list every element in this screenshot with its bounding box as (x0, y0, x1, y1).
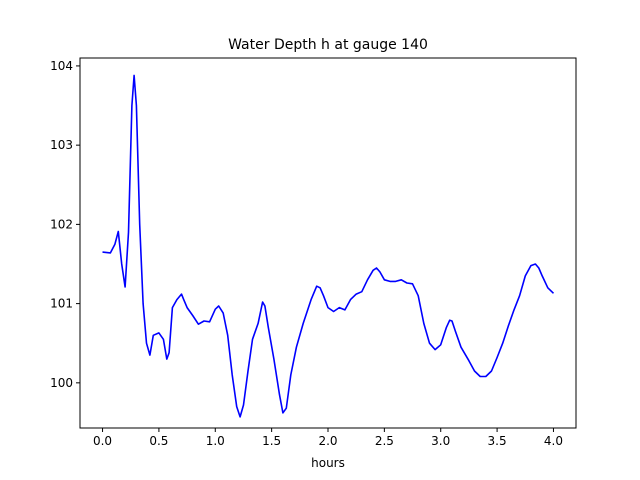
x-tick-label: 3.0 (431, 434, 450, 448)
y-tick-label: 101 (50, 297, 73, 311)
x-tick-label: 0.0 (93, 434, 112, 448)
plot-area (79, 57, 577, 429)
x-tick-label: 1.0 (206, 434, 225, 448)
x-tick-label: 2.5 (375, 434, 394, 448)
y-tick-label: 104 (50, 59, 73, 73)
x-tick-label: 2.0 (318, 434, 337, 448)
x-tick-label: 1.5 (262, 434, 281, 448)
y-tick-label: 103 (50, 138, 73, 152)
x-axis: 0.0 0.5 1.0 1.5 2.0 2.5 3.0 3.5 4.0 (93, 428, 563, 448)
y-axis: 100 101 102 103 104 (50, 59, 80, 390)
axes-frame (79, 57, 577, 429)
x-tick-label: 4.0 (544, 434, 563, 448)
x-tick-label: 3.5 (488, 434, 507, 448)
y-tick-label: 102 (50, 217, 73, 231)
y-tick-label: 100 (50, 376, 73, 390)
series-line (102, 74, 555, 418)
chart-title: Water Depth h at gauge 140 (228, 37, 428, 53)
x-tick-label: 0.5 (149, 434, 168, 448)
x-axis-label: hours (311, 456, 345, 470)
